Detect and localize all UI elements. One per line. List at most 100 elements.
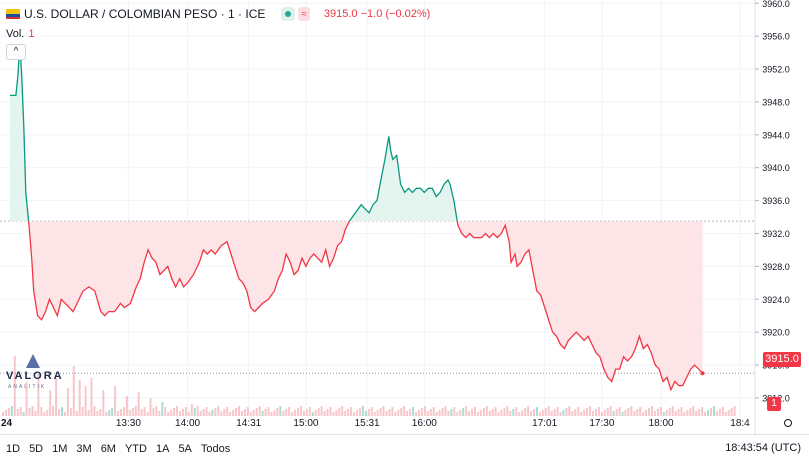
volume-bar bbox=[391, 407, 394, 416]
timeframe-1a[interactable]: 1A bbox=[155, 443, 170, 455]
volume-bar bbox=[559, 412, 562, 416]
volume-bar bbox=[710, 408, 712, 416]
volume-bar bbox=[288, 407, 291, 416]
price-line-down bbox=[27, 221, 703, 392]
volume-bar bbox=[273, 410, 276, 416]
volume-bar bbox=[90, 378, 93, 416]
timeframe-todos[interactable]: Todos bbox=[200, 443, 231, 455]
currency-badge[interactable]: ≈ bbox=[298, 7, 310, 21]
volume-bar bbox=[131, 408, 134, 416]
volume-bar bbox=[718, 409, 721, 416]
volume-bar bbox=[297, 408, 299, 416]
volume-bar bbox=[518, 412, 521, 416]
timeframe-5a[interactable]: 5A bbox=[178, 443, 192, 455]
volume-bar bbox=[49, 390, 52, 416]
volume-bar bbox=[282, 411, 285, 416]
timeframe-5d[interactable]: 5D bbox=[29, 443, 44, 455]
volume-bar bbox=[441, 408, 444, 416]
volume-bar bbox=[615, 409, 618, 416]
y-tick-label: 3956.0 bbox=[762, 32, 790, 42]
volume-bar bbox=[488, 411, 491, 416]
volume-bar bbox=[515, 407, 518, 416]
volume-bar bbox=[314, 410, 317, 416]
volume-bar bbox=[143, 407, 146, 416]
volume-bar bbox=[550, 411, 553, 416]
volume-bar bbox=[476, 412, 479, 416]
volume-bar bbox=[111, 408, 114, 416]
volume-bar bbox=[707, 410, 710, 416]
volume-bar bbox=[22, 412, 25, 416]
volume-bar bbox=[586, 408, 589, 416]
timeframe-1m[interactable]: 1M bbox=[52, 443, 68, 455]
volume-bar bbox=[474, 407, 476, 416]
settings-gear-icon[interactable] bbox=[784, 419, 792, 427]
volume-bar bbox=[521, 410, 524, 416]
price-chart: 3960.0 3956.0 3952.0 3948.0 3944.0 3940.0 3936… bbox=[0, 0, 792, 434]
volume-bar bbox=[724, 412, 727, 416]
volume-bar bbox=[7, 408, 10, 416]
volume-bar bbox=[627, 408, 630, 416]
logo-mark-icon bbox=[26, 354, 40, 368]
y-tick-label: 3948.0 bbox=[762, 97, 790, 107]
volume-bar bbox=[358, 408, 361, 416]
volume-bar bbox=[665, 410, 668, 416]
volume-bar bbox=[173, 408, 176, 416]
volume-bar bbox=[503, 408, 506, 416]
volume-bar bbox=[66, 388, 69, 416]
volume-bar bbox=[686, 410, 689, 416]
volume-bar bbox=[167, 412, 170, 416]
volume-bar bbox=[13, 356, 16, 416]
volume-bar bbox=[285, 409, 288, 416]
volume-bar bbox=[220, 411, 223, 416]
volume-bar bbox=[69, 408, 72, 416]
symbol-title[interactable]: U.S. DOLLAR / COLOMBIAN PESO · 1 · ICE bbox=[24, 7, 266, 21]
volume-bar bbox=[270, 412, 273, 416]
volume-bar bbox=[438, 410, 441, 416]
volume-bar bbox=[541, 410, 544, 416]
volume-bar bbox=[193, 408, 196, 416]
volume-bar bbox=[299, 406, 302, 416]
volume-bar bbox=[344, 411, 347, 416]
volume-bar bbox=[589, 406, 592, 416]
y-tick-label: 3944.0 bbox=[762, 130, 790, 140]
collapse-legend-button[interactable]: ^ bbox=[6, 44, 26, 60]
volume-bar bbox=[412, 407, 415, 416]
volume-bar bbox=[187, 412, 190, 416]
volume-bar bbox=[46, 410, 49, 416]
volume-bar bbox=[692, 406, 695, 416]
timeframe-1d[interactable]: 1D bbox=[6, 443, 21, 455]
timeframe-6m[interactable]: 6M bbox=[100, 443, 116, 455]
volume-bar bbox=[134, 406, 137, 416]
volume-bar bbox=[317, 408, 320, 416]
volume-bar bbox=[211, 410, 214, 416]
volume-bar bbox=[677, 409, 680, 416]
colombia-flag-icon bbox=[6, 9, 20, 19]
volume-bar bbox=[603, 410, 606, 416]
volume-bar bbox=[482, 408, 485, 416]
timeframe-ytd[interactable]: YTD bbox=[124, 443, 147, 455]
volume-bar bbox=[158, 411, 161, 416]
market-status-icon[interactable] bbox=[281, 7, 296, 21]
volume-bar bbox=[624, 410, 627, 416]
volume-bar bbox=[229, 412, 232, 416]
volume-bar bbox=[674, 411, 677, 416]
volume-bar bbox=[291, 412, 294, 416]
x-tick-label: 18:4 bbox=[730, 418, 750, 429]
utc-clock[interactable]: 18:43:54 (UTC) bbox=[725, 442, 801, 454]
volume-bar bbox=[137, 392, 140, 416]
volume-bar bbox=[252, 410, 255, 416]
volume-bar bbox=[34, 411, 37, 416]
timeframe-3m[interactable]: 3M bbox=[76, 443, 92, 455]
volume-bar bbox=[701, 407, 704, 416]
volume-bar bbox=[600, 412, 603, 416]
volume-bar bbox=[240, 411, 243, 416]
volume-bar bbox=[370, 407, 373, 416]
volume-bar bbox=[423, 406, 426, 416]
volume-bar bbox=[698, 409, 701, 416]
volume-bar bbox=[704, 412, 707, 416]
volume-bar bbox=[37, 374, 40, 416]
volume-bar bbox=[28, 408, 31, 416]
volume-bar bbox=[468, 411, 471, 416]
volume-bar bbox=[630, 406, 633, 416]
volume-bar bbox=[527, 406, 530, 416]
